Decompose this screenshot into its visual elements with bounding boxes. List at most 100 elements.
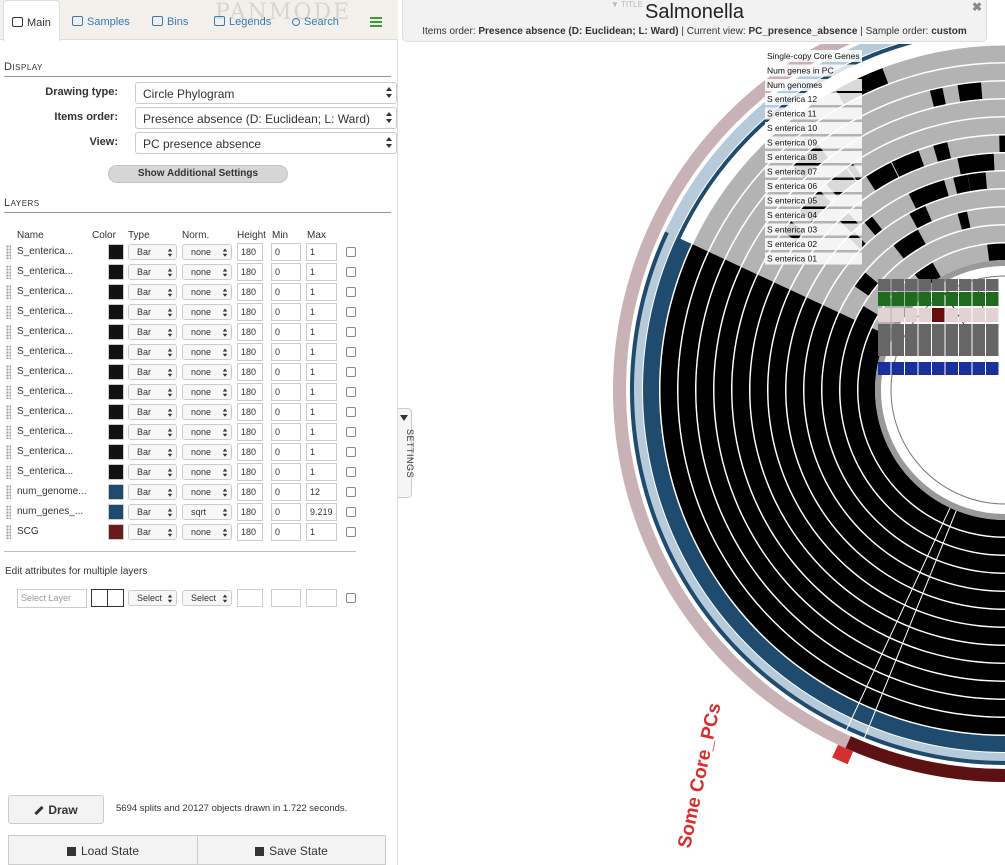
- sample-cell[interactable]: [932, 324, 945, 356]
- layer-min-input[interactable]: 0: [271, 263, 301, 281]
- presence-block[interactable]: [953, 174, 971, 194]
- layer-norm-select[interactable]: none: [182, 384, 232, 400]
- sample-cell[interactable]: [932, 292, 945, 306]
- sample-cell[interactable]: [905, 362, 918, 375]
- layer-checkbox[interactable]: [346, 387, 356, 397]
- close-icon[interactable]: ✖: [972, 0, 983, 14]
- sample-cell[interactable]: [972, 292, 986, 306]
- bin-marker[interactable]: [832, 744, 854, 765]
- drag-handle-icon[interactable]: [6, 265, 11, 279]
- tab-bins[interactable]: Bins: [152, 0, 188, 40]
- layer-max-input[interactable]: 1: [306, 443, 337, 461]
- layer-color-swatch[interactable]: [108, 324, 124, 340]
- layer-min-input[interactable]: 0: [271, 403, 301, 421]
- view-select[interactable]: PC presence absence: [135, 132, 397, 154]
- sample-cell[interactable]: [986, 292, 999, 306]
- presence-block[interactable]: [822, 312, 1005, 573]
- layer-min-input[interactable]: 0: [271, 483, 301, 501]
- sample-cell[interactable]: [959, 362, 972, 375]
- layer-color-swatch[interactable]: [108, 424, 124, 440]
- sample-cell[interactable]: [972, 362, 986, 375]
- multi-norm-select[interactable]: Select: [182, 590, 232, 606]
- multi-max-input[interactable]: [306, 589, 337, 607]
- multi-color-picker[interactable]: [91, 589, 124, 607]
- presence-block[interactable]: [957, 82, 983, 102]
- layer-max-input[interactable]: 1: [306, 283, 337, 301]
- sample-cell[interactable]: [905, 324, 918, 356]
- drag-handle-icon[interactable]: [6, 445, 11, 459]
- sample-cell[interactable]: [945, 362, 959, 375]
- multi-min-input[interactable]: [271, 589, 301, 607]
- layer-type-select[interactable]: Bar: [128, 384, 177, 400]
- sample-cell[interactable]: [905, 279, 918, 291]
- layer-min-input[interactable]: 0: [271, 243, 301, 261]
- presence-block[interactable]: [696, 259, 1005, 699]
- presence-block[interactable]: [855, 306, 878, 328]
- layer-checkbox[interactable]: [346, 467, 356, 477]
- multi-type-select[interactable]: Select: [128, 590, 177, 606]
- sample-cell[interactable]: [878, 362, 891, 375]
- drawing-type-select[interactable]: Circle Phylogram: [135, 82, 397, 104]
- layer-height-input[interactable]: 180: [237, 363, 263, 381]
- layer-min-input[interactable]: 0: [271, 303, 301, 321]
- layer-max-input[interactable]: 1: [306, 523, 337, 541]
- sample-cell[interactable]: [972, 324, 986, 356]
- layer-checkbox[interactable]: [346, 347, 356, 357]
- sample-cell[interactable]: [905, 292, 918, 306]
- layer-max-input[interactable]: 1: [306, 343, 337, 361]
- layer-max-input[interactable]: 1: [306, 463, 337, 481]
- layer-color-swatch[interactable]: [108, 464, 124, 480]
- layer-color-swatch[interactable]: [108, 384, 124, 400]
- sample-cell[interactable]: [891, 279, 905, 291]
- layer-norm-select[interactable]: none: [182, 424, 232, 440]
- layer-type-select[interactable]: Bar: [128, 284, 177, 300]
- save-state-button[interactable]: Save State: [197, 835, 386, 865]
- drag-handle-icon[interactable]: [6, 485, 11, 499]
- layer-checkbox[interactable]: [346, 447, 356, 457]
- sample-cell[interactable]: [986, 308, 999, 322]
- sample-cell[interactable]: [932, 308, 945, 322]
- sample-cell[interactable]: [891, 362, 905, 375]
- layer-color-swatch[interactable]: [108, 404, 124, 420]
- layer-type-select[interactable]: Bar: [128, 484, 177, 500]
- drag-handle-icon[interactable]: [6, 505, 11, 519]
- draw-button[interactable]: Draw: [8, 795, 104, 824]
- presence-block[interactable]: [908, 180, 949, 209]
- tree-canvas[interactable]: Single-copy Core Genes Num genes in PC Num…: [412, 44, 1005, 865]
- sample-cell[interactable]: [959, 292, 972, 306]
- presence-block[interactable]: [840, 320, 1005, 555]
- layer-height-input[interactable]: 180: [237, 423, 263, 441]
- sample-cell[interactable]: [959, 324, 972, 356]
- layer-color-swatch[interactable]: [108, 504, 124, 520]
- layer-height-input[interactable]: 180: [237, 463, 263, 481]
- drag-handle-icon[interactable]: [6, 465, 11, 479]
- presence-block[interactable]: [933, 142, 951, 162]
- layer-min-input[interactable]: 0: [271, 423, 301, 441]
- settings-toggle[interactable]: SETTINGS: [398, 408, 415, 498]
- layer-height-input[interactable]: 180: [237, 383, 263, 401]
- layer-type-select[interactable]: Bar: [128, 424, 177, 440]
- bin-label[interactable]: Some Core_PCs: [674, 701, 725, 850]
- sample-cell[interactable]: [878, 308, 891, 322]
- layer-color-swatch[interactable]: [108, 444, 124, 460]
- sample-cell[interactable]: [918, 308, 932, 322]
- layer-checkbox[interactable]: [346, 307, 356, 317]
- layer-min-input[interactable]: 0: [271, 523, 301, 541]
- layer-min-input[interactable]: 0: [271, 503, 301, 521]
- layer-type-select[interactable]: Bar: [128, 264, 177, 280]
- sample-cell[interactable]: [959, 279, 972, 291]
- layer-checkbox[interactable]: [346, 247, 356, 257]
- layer-checkbox[interactable]: [346, 267, 356, 277]
- layer-type-select[interactable]: Bar: [128, 404, 177, 420]
- sample-cell[interactable]: [878, 292, 891, 306]
- layer-type-select[interactable]: Bar: [128, 324, 177, 340]
- sample-cell[interactable]: [959, 308, 972, 322]
- presence-block[interactable]: [929, 87, 946, 107]
- drag-handle-icon[interactable]: [6, 305, 11, 319]
- presence-block[interactable]: [891, 150, 925, 177]
- sample-cell[interactable]: [878, 324, 891, 356]
- presence-block[interactable]: [786, 297, 1005, 609]
- layer-checkbox[interactable]: [346, 407, 356, 417]
- layer-type-select[interactable]: Bar: [128, 344, 177, 360]
- presence-block[interactable]: [864, 216, 883, 236]
